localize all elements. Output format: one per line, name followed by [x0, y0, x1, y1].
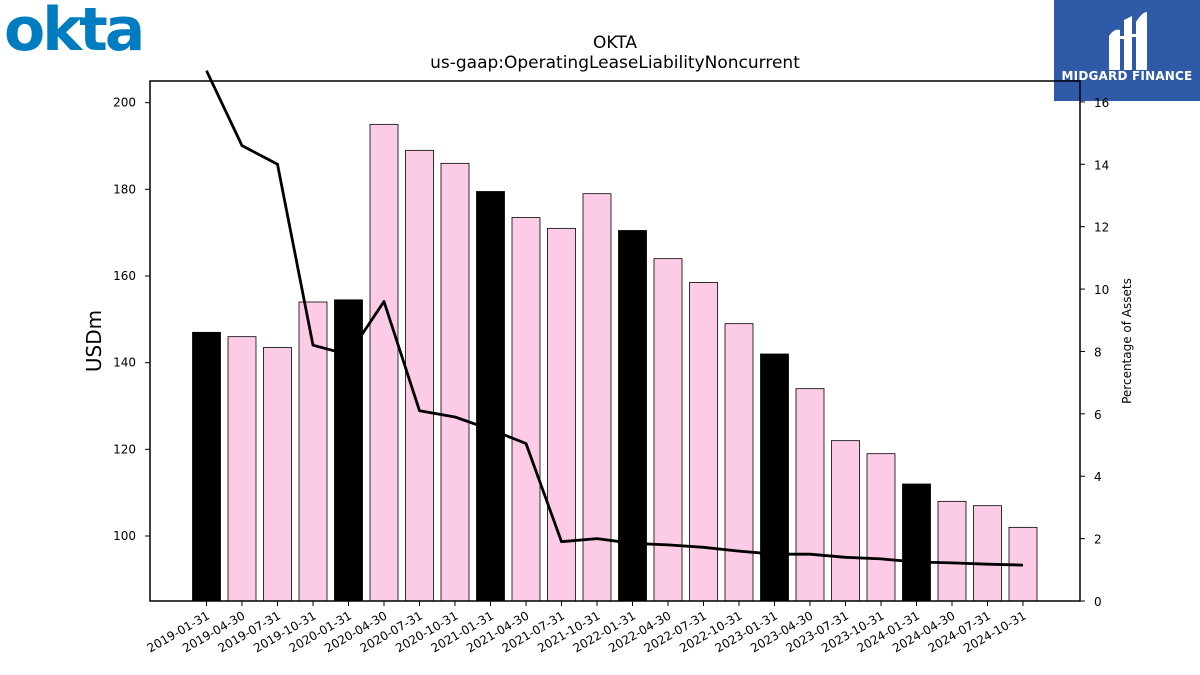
y2-tick-label: 14	[1094, 158, 1109, 172]
line-series	[205, 70, 1024, 567]
y-tick-label: 180	[113, 182, 136, 196]
y-tick-label: 100	[113, 529, 136, 543]
left-axis-ticks: 100 120 140 160 180 200	[113, 96, 150, 543]
bar	[476, 191, 505, 602]
bar	[724, 323, 754, 602]
y-tick-label: 200	[113, 96, 136, 110]
bar	[369, 123, 399, 602]
bar	[973, 505, 1002, 602]
right-axis-ticks: 0 2 4 6 8 10 12 14 16	[1080, 96, 1109, 609]
y-tick-label: 160	[113, 269, 136, 283]
bar	[937, 500, 967, 602]
okta-logo-text: okta	[4, 2, 142, 54]
y2-tick-label: 4	[1094, 470, 1102, 484]
bar	[263, 347, 292, 602]
y2-tick-label: 6	[1094, 408, 1102, 422]
y2-tick-label: 10	[1094, 283, 1109, 297]
midgard-logo-icon	[1109, 12, 1147, 70]
midgard-finance-badge: MIDGARD FINANCE	[1054, 0, 1200, 101]
bar	[227, 336, 257, 602]
y-tick-label: 140	[113, 356, 136, 370]
bar	[689, 282, 718, 602]
bar	[831, 440, 860, 602]
bar	[795, 388, 825, 602]
okta-logo: okta	[4, 2, 145, 54]
bar	[760, 353, 789, 602]
bar	[866, 453, 896, 602]
bar	[653, 258, 683, 602]
bar	[618, 230, 647, 602]
chart-subtitle: us-gaap:OperatingLeaseLiabilityNoncurren…	[430, 53, 800, 73]
y2-axis-label: Percentage of Assets	[1120, 278, 1134, 404]
bar	[440, 162, 470, 602]
bar	[192, 331, 221, 602]
y2-tick-label: 8	[1094, 345, 1102, 359]
midgard-badge-name: MIDGARD FINANCE	[1061, 69, 1193, 83]
y2-tick-label: 2	[1094, 533, 1102, 547]
y-axis-label: USDm	[82, 310, 106, 372]
bar	[902, 483, 931, 602]
bar	[511, 217, 541, 602]
chart-title: OKTA	[593, 33, 637, 53]
x-axis-ticks: 2019-01-312019-04-302019-07-312019-10-31…	[145, 601, 1029, 655]
plot-frame	[149, 80, 1081, 602]
bar	[405, 149, 434, 602]
percentage-line	[205, 70, 1024, 567]
y2-tick-label: 0	[1094, 595, 1102, 609]
bar-series	[192, 123, 1038, 602]
y-tick-label: 120	[113, 442, 136, 456]
y2-tick-label: 16	[1094, 96, 1109, 110]
bar	[547, 227, 576, 602]
bar	[334, 299, 363, 602]
y2-tick-label: 12	[1094, 221, 1109, 235]
